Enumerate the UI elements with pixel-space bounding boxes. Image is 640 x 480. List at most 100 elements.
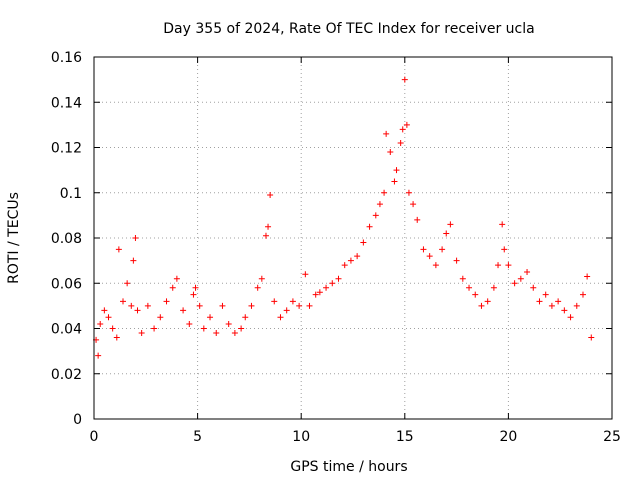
data-point: [393, 167, 400, 174]
data-point: [335, 275, 342, 282]
data-point: [443, 230, 450, 237]
y-tick-labels: 0 0.02 0.04 0.06 0.08 0.1 0.12 0.14 0.16: [51, 50, 82, 428]
data-point: [391, 178, 398, 185]
data-point: [405, 189, 412, 196]
data-point: [329, 280, 336, 287]
data-point: [267, 192, 274, 199]
data-point: [120, 298, 127, 305]
data-point: [97, 320, 104, 327]
data-point: [536, 298, 543, 305]
y-tick-label: 0: [73, 412, 82, 428]
data-point: [542, 291, 549, 298]
data-point: [138, 330, 145, 337]
data-point: [459, 275, 466, 282]
data-point: [302, 271, 309, 278]
data-point: [548, 302, 555, 309]
data-point: [372, 212, 379, 219]
data-point: [231, 330, 238, 337]
data-point: [366, 223, 373, 230]
data-point: [588, 334, 595, 341]
data-point: [495, 262, 502, 269]
data-point: [144, 302, 151, 309]
data-point: [420, 246, 427, 253]
data-point: [484, 298, 491, 305]
y-tick-label: 0.1: [60, 186, 82, 202]
y-tick-label: 0.12: [51, 141, 82, 157]
data-point: [192, 284, 199, 291]
data-point: [262, 232, 269, 239]
data-point: [472, 291, 479, 298]
data-point: [414, 216, 421, 223]
y-tick-label: 0.14: [51, 95, 82, 111]
data-point: [190, 291, 197, 298]
data-point: [447, 221, 454, 228]
chart-title: Day 355 of 2024, Rate Of TEC Index for r…: [163, 21, 534, 37]
x-tick-labels: 0 5 10 15 20 25: [90, 429, 621, 445]
data-point: [376, 201, 383, 208]
data-point: [163, 298, 170, 305]
data-point: [238, 325, 245, 332]
data-point: [173, 275, 180, 282]
data-point: [347, 257, 354, 264]
data-point: [200, 325, 207, 332]
axis-ticks: [93, 56, 613, 420]
data-point: [105, 314, 112, 321]
data-point: [478, 302, 485, 309]
y-tick-label: 0.06: [51, 276, 82, 292]
data-point: [219, 302, 226, 309]
data-point: [410, 201, 417, 208]
data-point: [561, 307, 568, 314]
data-point: [95, 352, 102, 359]
data-point: [316, 289, 323, 296]
data-point: [283, 307, 290, 314]
data-point: [207, 314, 214, 321]
data-point: [397, 139, 404, 146]
data-point: [306, 302, 313, 309]
x-tick-label: 0: [90, 429, 99, 445]
data-point: [453, 257, 460, 264]
grid-layer: [94, 57, 612, 419]
data-point: [439, 246, 446, 253]
data-point: [289, 298, 296, 305]
x-tick-label: 25: [603, 429, 621, 445]
data-point: [312, 291, 319, 298]
data-point: [258, 275, 265, 282]
data-point: [134, 307, 141, 314]
y-axis-title: ROTI / TECUs: [6, 192, 22, 284]
data-point: [323, 284, 330, 291]
data-point: [109, 325, 116, 332]
data-point: [196, 302, 203, 309]
data-point: [399, 126, 406, 133]
x-tick-label: 10: [292, 429, 310, 445]
data-point: [128, 302, 135, 309]
data-point: [383, 130, 390, 137]
data-point: [387, 149, 394, 156]
data-point: [169, 284, 176, 291]
data-point: [271, 298, 278, 305]
data-point: [490, 284, 497, 291]
data-point: [403, 121, 410, 128]
data-point: [115, 246, 122, 253]
data-point: [130, 257, 137, 264]
data-point: [242, 314, 249, 321]
data-point: [124, 280, 131, 287]
data-point: [579, 291, 586, 298]
x-tick-label: 15: [396, 429, 414, 445]
data-point: [113, 334, 120, 341]
y-tick-label: 0.16: [51, 50, 82, 66]
data-point: [354, 253, 361, 260]
data-point: [511, 280, 518, 287]
data-point: [530, 284, 537, 291]
x-tick-label: 20: [499, 429, 517, 445]
data-point: [426, 253, 433, 260]
data-point: [151, 325, 158, 332]
data-point: [157, 314, 164, 321]
y-tick-label: 0.08: [51, 231, 82, 247]
data-point: [296, 302, 303, 309]
x-tick-label: 5: [193, 429, 202, 445]
data-point: [505, 262, 512, 269]
data-point: [248, 302, 255, 309]
data-point: [213, 330, 220, 337]
data-point: [225, 320, 232, 327]
